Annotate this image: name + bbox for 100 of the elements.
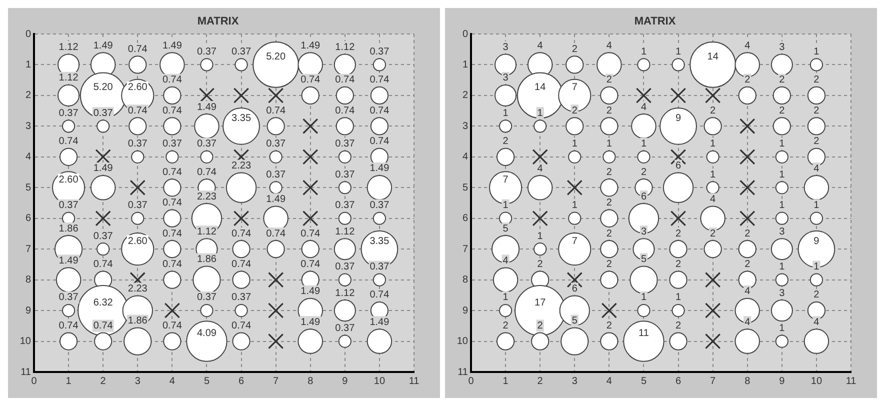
y-tick-label: 7 (25, 244, 32, 255)
data-label: 1.49 (266, 194, 286, 205)
data-label: 0.74 (335, 105, 356, 116)
data-label: 1 (640, 46, 647, 58)
data-label: 0.74 (266, 228, 286, 240)
data-label: 2 (572, 44, 578, 55)
data-label: 3.35 (232, 112, 252, 124)
point (704, 272, 721, 288)
chart-title: MATRIX (634, 15, 676, 28)
data-label: 4 (640, 102, 647, 113)
point (532, 149, 548, 165)
y-tick-label: 8 (462, 274, 468, 286)
data-label: 7 (572, 236, 578, 247)
point (670, 210, 686, 226)
data-label: 0.74 (93, 320, 114, 332)
data-label: 2 (779, 74, 786, 86)
data-label: 2 (502, 136, 509, 148)
x-tick-label: 5 (204, 376, 210, 387)
data-label: 1.12 (196, 226, 217, 238)
x-tick-label: 7 (273, 376, 280, 387)
data-label: 2 (814, 74, 820, 86)
data-label: 1.12 (335, 42, 356, 53)
data-label: 2 (710, 228, 716, 240)
data-label: 0.37 (196, 46, 217, 58)
data-label: 0.37 (370, 200, 390, 212)
data-label: 2.60 (128, 236, 148, 247)
data-label: 0.37 (266, 169, 286, 180)
data-label: 0.74 (370, 74, 390, 86)
data-label: 6.32 (93, 297, 114, 308)
data-label: 5 (502, 223, 509, 234)
data-label: 0.74 (232, 228, 252, 240)
x-tick-label: 1 (502, 376, 509, 387)
data-label: 0.37 (128, 200, 148, 212)
data-label: 2 (779, 105, 786, 116)
data-label: 1 (606, 138, 612, 150)
data-label: 11 (638, 328, 650, 340)
data-label: 0.74 (370, 290, 390, 301)
x-tick-label: 3 (134, 376, 141, 387)
data-label: 0.37 (93, 108, 114, 119)
y-tick-label: 11 (458, 366, 468, 378)
data-label: 0.74 (162, 320, 182, 332)
data-label: 0.74 (300, 259, 321, 270)
x-tick-label: 5 (640, 376, 647, 387)
point (95, 210, 111, 226)
point (566, 180, 583, 196)
data-label: 1.86 (196, 254, 217, 266)
data-label: 0.74 (162, 228, 182, 240)
data-label: 1 (640, 292, 647, 304)
y-tick-label: 5 (462, 182, 468, 194)
data-label: 0.37 (196, 138, 217, 150)
point (670, 88, 686, 104)
data-label: 0.74 (370, 136, 390, 148)
data-label: 6 (675, 160, 682, 172)
y-tick-label: 7 (462, 244, 468, 255)
data-label: 0.37 (58, 200, 79, 212)
data-label: 0.37 (232, 46, 252, 58)
data-label: 0.74 (335, 74, 356, 86)
data-label: 6 (640, 191, 647, 202)
data-label: 4 (710, 194, 716, 205)
data-label: 1 (640, 138, 647, 150)
data-label: 2 (606, 258, 612, 270)
point (601, 302, 618, 318)
data-label: 0.37 (93, 230, 114, 242)
data-label: 2 (675, 258, 682, 270)
data-label: 17 (534, 297, 546, 308)
x-tick-label: 8 (744, 376, 751, 387)
data-label: 2 (814, 290, 820, 301)
y-tick-label: 3 (25, 120, 32, 132)
data-label: 1 (572, 200, 578, 212)
data-label: 1 (779, 262, 786, 273)
data-label: 1.49 (370, 163, 390, 174)
data-label: 4 (814, 163, 820, 174)
data-label: 1 (502, 292, 509, 304)
x-tick-label: 4 (169, 376, 176, 387)
data-label: 4 (606, 40, 612, 52)
data-label: 1.49 (370, 316, 390, 328)
data-label: 0.74 (162, 198, 182, 209)
y-tick-label: 4 (462, 152, 468, 163)
x-tick-label: 8 (308, 376, 314, 387)
data-label: 1.12 (58, 42, 79, 53)
data-label: 2 (537, 258, 544, 270)
data-label: 2 (606, 105, 612, 116)
data-label: 2.23 (232, 160, 252, 172)
data-label: 4 (537, 163, 544, 174)
point (302, 210, 318, 226)
data-label: 1.12 (58, 72, 79, 84)
y-tick-label: 6 (462, 213, 468, 224)
data-label: 1 (675, 46, 682, 58)
data-label: 2 (675, 228, 682, 240)
point (636, 88, 652, 104)
data-label: 2 (744, 228, 751, 240)
y-tick-label: 0 (25, 28, 32, 40)
data-label: 7 (572, 82, 578, 94)
data-label: 0.74 (162, 74, 182, 86)
data-label: 14 (534, 82, 546, 94)
x-tick-label: 10 (374, 376, 386, 387)
data-label: 4 (537, 40, 544, 52)
data-label: 0.74 (232, 320, 252, 332)
data-label: 2 (744, 74, 751, 86)
data-label: 1 (779, 169, 786, 180)
